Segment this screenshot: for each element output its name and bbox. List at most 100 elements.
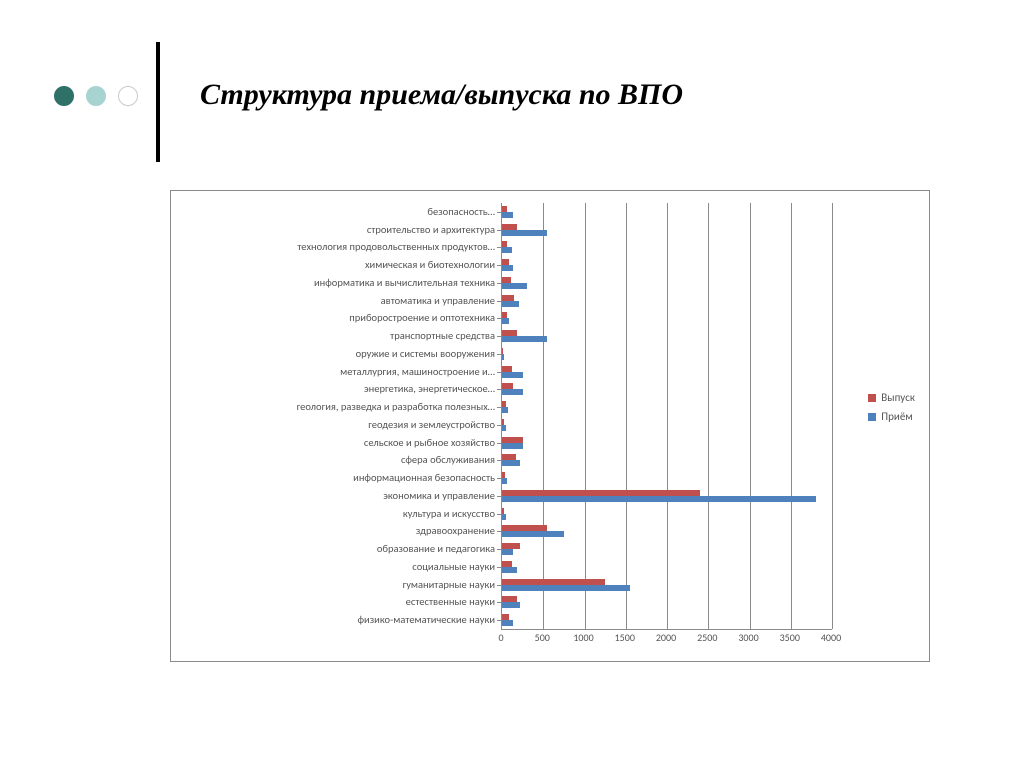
bar-priem [502, 496, 816, 502]
bar-priem [502, 230, 547, 236]
y-tick [497, 620, 501, 621]
bar-priem [502, 425, 506, 431]
category-label: оружие и системы вооружения [175, 349, 495, 360]
legend-swatch [868, 413, 876, 421]
y-tick [497, 531, 501, 532]
category-label: строительство и архитектура [175, 224, 495, 235]
legend-swatch [868, 394, 876, 402]
category-label: социальные науки [175, 562, 495, 573]
category-label: энергетика, энергетическое… [175, 384, 495, 395]
bar-priem [502, 549, 513, 555]
x-tick-label: 1000 [573, 631, 593, 644]
y-tick [497, 602, 501, 603]
category-label: геология, разведка и разработка полезных… [175, 402, 495, 413]
slide: Структура приема/выпуска по ВПО Выпуск Пр… [0, 0, 1024, 768]
x-tick-label: 2500 [697, 631, 717, 644]
category-label: технология продовольственных продуктов… [175, 242, 495, 253]
gridline [667, 203, 668, 629]
category-label: образование и педагогика [175, 544, 495, 555]
title-vertical-rule [156, 42, 160, 162]
bar-priem [502, 265, 513, 271]
x-tick-label: 0 [498, 631, 503, 644]
category-label: металлургия, машиностроение и… [175, 366, 495, 377]
y-tick [497, 372, 501, 373]
category-label: естественные науки [175, 597, 495, 608]
category-label: сфера обслуживания [175, 455, 495, 466]
decorative-dots [54, 86, 138, 106]
y-tick [497, 354, 501, 355]
category-label: геодезия и землеустройство [175, 420, 495, 431]
y-tick [497, 265, 501, 266]
bar-priem [502, 336, 547, 342]
gridline [543, 203, 544, 629]
category-label: гуманитарные науки [175, 579, 495, 590]
bar-priem [502, 460, 520, 466]
bar-priem [502, 301, 519, 307]
legend: Выпуск Приём [868, 391, 915, 429]
bar-priem [502, 247, 512, 253]
category-label: сельское и рыбное хозяйство [175, 437, 495, 448]
bar-priem [502, 531, 564, 537]
x-tick-label: 2000 [656, 631, 676, 644]
gridline [750, 203, 751, 629]
y-tick [497, 585, 501, 586]
y-tick [497, 549, 501, 550]
y-tick [497, 318, 501, 319]
y-tick [497, 301, 501, 302]
category-label: информатика и вычислительная техника [175, 278, 495, 289]
y-tick [497, 230, 501, 231]
y-tick [497, 336, 501, 337]
y-tick [497, 443, 501, 444]
bar-priem [502, 585, 630, 591]
y-tick [497, 460, 501, 461]
y-tick [497, 389, 501, 390]
y-tick [497, 425, 501, 426]
chart: ВыпускПриём 0500100015002000250030003500… [171, 191, 929, 661]
category-label: химическая и биотехнологии [175, 260, 495, 271]
bar-priem [502, 283, 527, 289]
y-tick [497, 567, 501, 568]
category-label: автоматика и управление [175, 295, 495, 306]
gridline [708, 203, 709, 629]
category-label: транспортные средства [175, 331, 495, 342]
bar-priem [502, 602, 520, 608]
legend-item: Выпуск [868, 391, 915, 404]
gridline [832, 203, 833, 629]
chart-frame: ВыпускПриём 0500100015002000250030003500… [170, 190, 930, 662]
y-tick [497, 407, 501, 408]
bar-priem [502, 407, 508, 413]
category-label: безопасность… [175, 207, 495, 218]
legend-label: Выпуск [881, 391, 915, 404]
bar-priem [502, 354, 504, 360]
bar-priem [502, 318, 509, 324]
x-tick-label: 3500 [780, 631, 800, 644]
y-tick [497, 514, 501, 515]
category-label: культура и искусство [175, 508, 495, 519]
legend-label: Приём [881, 410, 912, 423]
decorative-dot [118, 86, 138, 106]
x-tick-label: 1500 [615, 631, 635, 644]
x-tick-label: 3000 [738, 631, 758, 644]
legend-item: Приём [868, 410, 915, 423]
y-tick [497, 283, 501, 284]
category-label: здравоохранение [175, 526, 495, 537]
category-label: физико-математические науки [175, 615, 495, 626]
y-tick [497, 478, 501, 479]
y-tick [497, 496, 501, 497]
gridline [585, 203, 586, 629]
x-tick-label: 4000 [821, 631, 841, 644]
bar-priem [502, 389, 523, 395]
y-tick [497, 212, 501, 213]
gridline [626, 203, 627, 629]
bar-priem [502, 567, 517, 573]
category-label: информационная безопасность [175, 473, 495, 484]
slide-title: Структура приема/выпуска по ВПО [200, 78, 683, 112]
plot-area [501, 203, 832, 630]
y-tick [497, 247, 501, 248]
gridline [791, 203, 792, 629]
bar-priem [502, 443, 523, 449]
bar-priem [502, 514, 506, 520]
category-label: экономика и управление [175, 491, 495, 502]
decorative-dot [54, 86, 74, 106]
decorative-dot [86, 86, 106, 106]
